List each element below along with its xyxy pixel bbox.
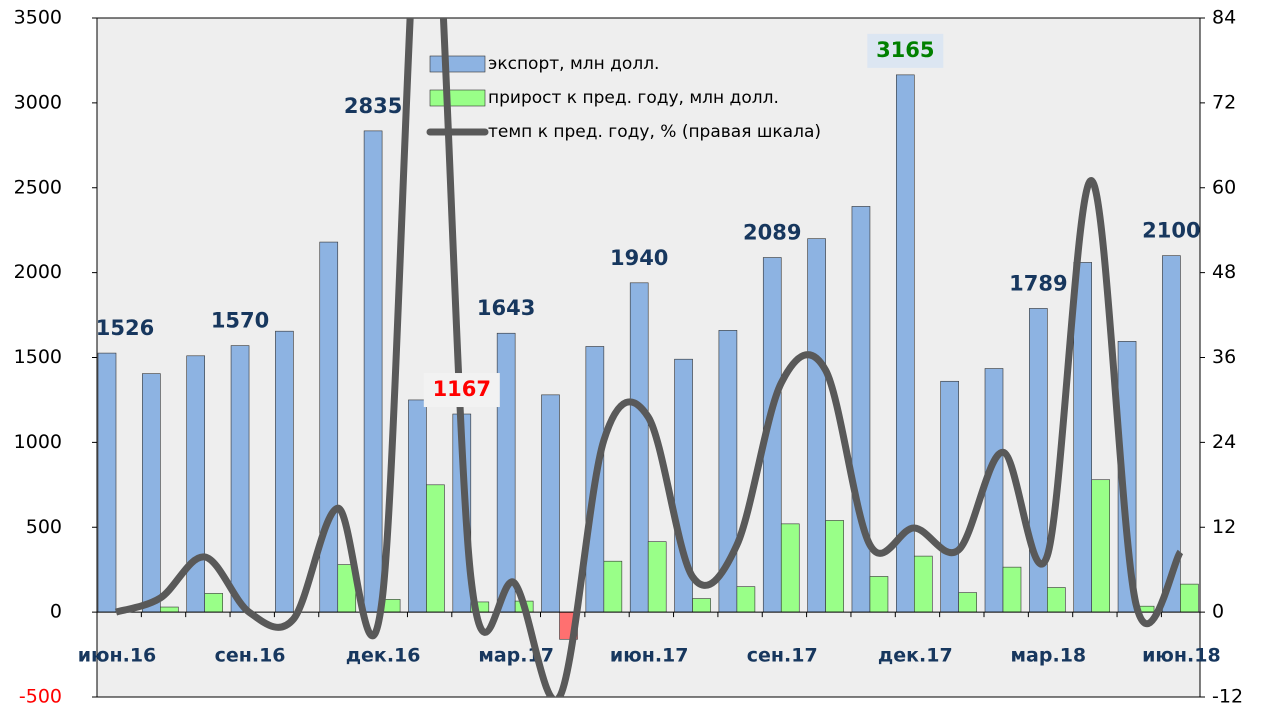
bar bbox=[204, 593, 223, 613]
bar bbox=[142, 373, 161, 613]
y2-tick-label: 24 bbox=[1212, 431, 1236, 453]
y2-tick-label: 60 bbox=[1212, 176, 1236, 198]
bar bbox=[363, 130, 383, 613]
x-tick-label: сен.17 bbox=[747, 645, 818, 667]
bar bbox=[1091, 479, 1110, 613]
bar bbox=[426, 484, 445, 613]
bar bbox=[496, 332, 516, 613]
legend-label: темп к пред. году, % (правая шкала) bbox=[488, 122, 821, 142]
line bbox=[114, 18, 1184, 697]
y-tick-label: 3500 bbox=[14, 7, 62, 29]
data-label: 1789 bbox=[1009, 271, 1067, 295]
y-tick-label: 2000 bbox=[14, 261, 62, 283]
y2-tick-label: 72 bbox=[1212, 91, 1236, 113]
y-tick-label: 1000 bbox=[14, 431, 62, 453]
data-label: 2100 bbox=[1142, 219, 1200, 243]
bar bbox=[780, 523, 800, 613]
y2-tick-label: 0 bbox=[1212, 601, 1224, 623]
data-label-box bbox=[867, 33, 944, 68]
legend-label: экспорт, млн долл. bbox=[488, 54, 659, 74]
bar bbox=[160, 606, 179, 613]
bar bbox=[851, 206, 871, 613]
bar bbox=[230, 345, 250, 613]
data-label: 2089 bbox=[743, 221, 801, 245]
bar bbox=[807, 238, 826, 613]
bar bbox=[692, 598, 711, 613]
y2-tick-label: 36 bbox=[1212, 346, 1236, 368]
data-label-box bbox=[423, 373, 500, 408]
bar bbox=[408, 399, 427, 613]
bar bbox=[275, 330, 294, 613]
y2-tick-label: 12 bbox=[1212, 516, 1236, 538]
legend-label: прирост к пред. году, млн долл. bbox=[488, 88, 779, 108]
legend-swatch bbox=[429, 55, 486, 73]
y-tick-label: 2500 bbox=[14, 176, 62, 198]
x-tick-label: мар.18 bbox=[1011, 645, 1087, 667]
y2-tick-label: -12 bbox=[1212, 686, 1243, 708]
bar bbox=[940, 380, 959, 613]
bar bbox=[984, 368, 1004, 613]
y2-tick-label: 84 bbox=[1212, 7, 1236, 29]
bar bbox=[1047, 587, 1066, 613]
y-tick-label: 500 bbox=[26, 516, 62, 538]
bar bbox=[319, 241, 339, 613]
x-tick-label: сен.16 bbox=[215, 645, 286, 667]
y-tick-label: 0 bbox=[50, 601, 62, 623]
bar bbox=[541, 394, 560, 613]
x-tick-label: июн.17 bbox=[610, 645, 689, 667]
bar bbox=[869, 576, 889, 613]
data-label: 3165 bbox=[876, 38, 934, 62]
data-label: 1526 bbox=[96, 316, 154, 340]
data-label: 1643 bbox=[477, 296, 535, 320]
x-tick-label: дек.17 bbox=[878, 645, 953, 667]
bar bbox=[1002, 566, 1022, 613]
data-label: 1570 bbox=[211, 309, 269, 333]
bar bbox=[736, 586, 756, 613]
x-tick-label: дек.16 bbox=[346, 645, 421, 667]
bar bbox=[647, 541, 667, 613]
data-label: 1940 bbox=[610, 246, 668, 270]
data-label: 2835 bbox=[344, 94, 402, 118]
bar bbox=[1180, 583, 1199, 613]
bar bbox=[825, 520, 844, 613]
bar bbox=[913, 555, 933, 613]
y2-tick-label: 48 bbox=[1212, 261, 1236, 283]
legend-swatch bbox=[429, 89, 486, 107]
bar bbox=[1073, 262, 1092, 613]
y-tick-label: 1500 bbox=[14, 346, 62, 368]
x-tick-label: июн.16 bbox=[78, 645, 157, 667]
bar bbox=[958, 592, 977, 613]
y-tick-label: -500 bbox=[19, 686, 62, 708]
bar bbox=[186, 355, 205, 613]
data-label: 1167 bbox=[433, 377, 491, 401]
bar bbox=[97, 352, 117, 613]
y-tick-label: 3000 bbox=[14, 91, 62, 113]
x-tick-label: июн.18 bbox=[1142, 645, 1221, 667]
bar bbox=[629, 282, 649, 613]
bar bbox=[603, 560, 623, 613]
